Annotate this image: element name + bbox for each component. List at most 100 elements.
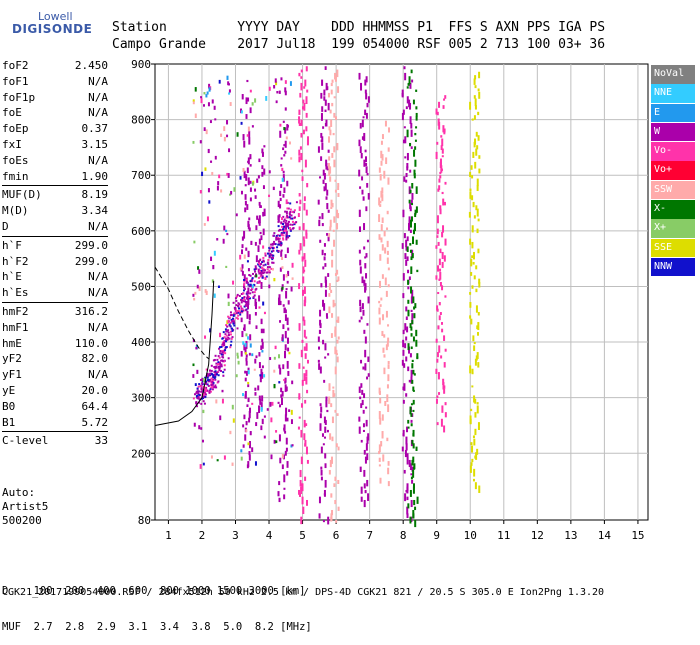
- noise-echo-mark: [245, 333, 248, 337]
- noise-echo-mark: [273, 439, 276, 444]
- echo-band-mark: [367, 433, 370, 441]
- echo-band-mark: [413, 149, 416, 157]
- echo-band-mark: [435, 338, 438, 343]
- trace-echo-mark: [284, 210, 287, 213]
- echo-band-mark: [328, 136, 331, 143]
- trace-echo-mark: [225, 339, 228, 342]
- echo-band-mark: [438, 315, 441, 321]
- echo-band-mark: [336, 223, 339, 230]
- echo-band-mark: [407, 309, 410, 317]
- echo-band-mark: [282, 170, 285, 174]
- echo-band-mark: [436, 111, 439, 116]
- noise-echo-mark: [222, 238, 225, 244]
- echo-band-mark: [378, 167, 381, 173]
- echo-band-mark: [306, 89, 309, 93]
- trace-echo-mark: [245, 301, 248, 304]
- noise-echo-mark: [273, 356, 276, 360]
- echo-band-mark: [302, 99, 305, 104]
- param-row: yF2 82.0: [2, 351, 112, 367]
- echo-band-mark: [439, 175, 442, 179]
- echo-band-mark: [328, 283, 331, 291]
- noise-echo-mark: [198, 425, 201, 430]
- noise-echo-mark: [284, 450, 287, 456]
- echo-band-mark: [328, 126, 331, 131]
- echo-band-mark: [323, 489, 326, 497]
- trace-echo-mark: [214, 354, 217, 357]
- noise-echo-mark: [291, 444, 294, 447]
- echo-band-mark: [439, 171, 442, 175]
- echo-band-mark: [366, 172, 369, 176]
- trace-echo-mark: [249, 283, 252, 286]
- echo-band-mark: [319, 319, 322, 326]
- trace-echo-mark: [257, 276, 260, 279]
- echo-band-mark: [406, 166, 409, 171]
- trace-echo-mark: [271, 261, 274, 264]
- echo-band-mark: [381, 244, 384, 251]
- trace-echo-mark: [270, 267, 273, 270]
- echo-band-mark: [258, 352, 261, 357]
- trace-echo-mark: [291, 220, 294, 223]
- echo-band-mark: [476, 448, 479, 455]
- noise-echo-mark: [268, 170, 271, 174]
- trace-echo-mark: [232, 322, 235, 325]
- echo-band-mark: [255, 325, 258, 329]
- param-value: 8.19: [81, 188, 109, 202]
- trace-echo-mark: [280, 249, 283, 252]
- echo-band-mark: [305, 446, 308, 455]
- noise-echo-mark: [275, 440, 278, 444]
- noise-echo-mark: [281, 167, 284, 172]
- echo-band-mark: [378, 307, 381, 315]
- noise-echo-mark: [273, 277, 276, 282]
- trace-echo-mark: [275, 234, 278, 237]
- echo-band-mark: [478, 71, 481, 79]
- echo-band-mark: [333, 303, 336, 307]
- echo-band-mark: [282, 324, 285, 330]
- echo-band-mark: [255, 225, 258, 231]
- trace-echo-mark: [264, 263, 267, 266]
- trace-echo-mark: [230, 327, 233, 330]
- echo-band-mark: [378, 464, 381, 467]
- echo-band-mark: [474, 482, 477, 490]
- echo-band-mark: [411, 193, 414, 200]
- noise-echo-mark: [274, 78, 277, 83]
- noise-echo-mark: [251, 102, 254, 106]
- echo-band-mark: [362, 196, 365, 201]
- trace-echo-mark: [204, 389, 207, 392]
- trace-echo-mark: [268, 249, 271, 252]
- y-tick-label: 700: [131, 169, 151, 182]
- echo-band-mark: [254, 195, 257, 199]
- echo-band-mark: [324, 276, 327, 283]
- echo-band-mark: [379, 397, 382, 404]
- echo-band-mark: [411, 459, 414, 466]
- trace-echo-mark: [195, 401, 198, 404]
- param-name: C-level: [2, 434, 49, 448]
- echo-band-mark: [365, 112, 368, 119]
- noise-echo-mark: [251, 284, 254, 289]
- echo-band-mark: [298, 283, 301, 290]
- polarization-legend: NoVal NNE E W Vo- Vo+ SSW X- X+ SSE NNW: [651, 65, 695, 277]
- echo-band-mark: [364, 109, 367, 116]
- echo-band-mark: [247, 461, 250, 468]
- noise-echo-mark: [289, 81, 292, 86]
- echo-band-mark: [299, 479, 302, 487]
- echo-band-mark: [241, 270, 244, 276]
- trace-echo-mark: [251, 291, 254, 294]
- profile-curve-dashed: [154, 266, 209, 360]
- echo-band-mark: [383, 170, 386, 179]
- profile-curve: [154, 280, 215, 426]
- echo-band-mark: [325, 279, 328, 288]
- y-tick-label: 300: [131, 392, 151, 405]
- trace-echo-mark: [210, 373, 213, 376]
- echo-band-mark: [469, 171, 472, 178]
- trace-echo-mark: [220, 365, 223, 368]
- trace-echo-mark: [231, 329, 234, 332]
- echo-band-mark: [324, 356, 327, 359]
- trace-echo-mark: [243, 280, 246, 283]
- echo-band-mark: [337, 276, 340, 282]
- trace-echo-mark: [234, 297, 237, 300]
- trace-echo-mark: [265, 275, 268, 278]
- trace-echo-mark: [214, 370, 217, 373]
- echo-band-mark: [365, 166, 368, 174]
- echo-band-mark: [383, 367, 386, 375]
- echo-band-mark: [365, 419, 368, 427]
